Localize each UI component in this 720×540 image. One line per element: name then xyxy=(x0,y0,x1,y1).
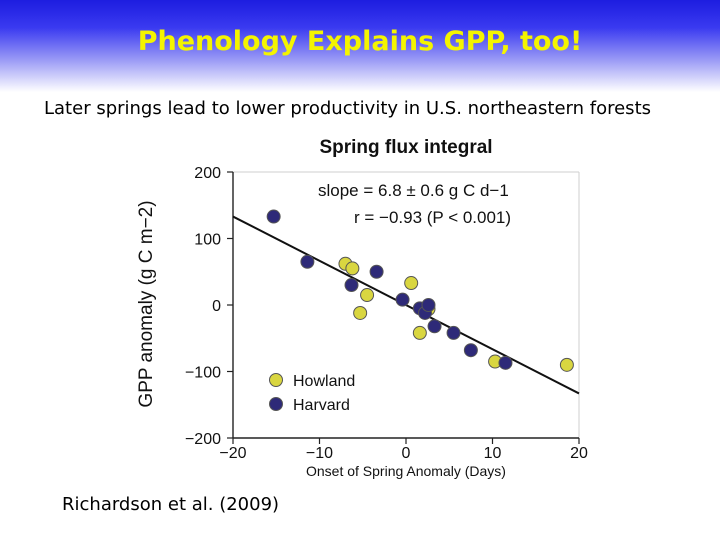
howland-point xyxy=(412,325,427,340)
howland-point xyxy=(345,261,360,276)
harvard-point xyxy=(498,355,513,370)
x-axis-label: Onset of Spring Anomaly (Days) xyxy=(306,463,506,479)
harvard-point xyxy=(463,343,478,358)
harvard-point xyxy=(395,292,410,307)
x-tick-label: 0 xyxy=(402,445,411,462)
slide-title: Phenology Explains GPP, too! xyxy=(137,26,583,57)
harvard-point xyxy=(421,298,436,312)
citation: Richardson et al. (2009) xyxy=(62,494,280,515)
harvard-point xyxy=(300,254,315,269)
harvard-point xyxy=(266,209,281,224)
howland-point xyxy=(559,357,574,372)
y-axis-label: GPP anomaly (g C m−2) xyxy=(136,200,157,407)
harvard-point xyxy=(446,325,461,340)
harvard-point xyxy=(344,278,359,293)
x-tick-label: −10 xyxy=(306,445,333,462)
x-tick-label: 10 xyxy=(484,445,502,462)
legend-marker-howland xyxy=(269,373,283,387)
howland-point xyxy=(353,305,368,320)
chart-title: Spring flux integral xyxy=(319,137,492,158)
legend-label-harvard: Harvard xyxy=(293,397,350,414)
legend-marker-harvard xyxy=(269,397,283,411)
y-tick-label: −200 xyxy=(185,431,221,448)
y-tick-label: 100 xyxy=(194,232,221,249)
slide-subtitle: Later springs lead to lower productivity… xyxy=(44,98,651,119)
title-band xyxy=(0,0,720,92)
legend-label-howland: Howland xyxy=(293,373,355,390)
howland-point xyxy=(404,276,419,291)
x-tick-label: 20 xyxy=(570,445,588,462)
harvard-point xyxy=(427,319,442,334)
y-tick-label: 0 xyxy=(212,298,221,315)
howland-point xyxy=(360,288,375,303)
y-tick-label: 200 xyxy=(194,165,221,182)
correlation-annotation: r = −0.93 (P < 0.001) xyxy=(354,208,511,227)
x-tick-label: −20 xyxy=(219,445,246,462)
harvard-point xyxy=(369,264,384,279)
y-tick-label: −100 xyxy=(185,365,221,382)
slope-annotation: slope = 6.8 ± 0.6 g C d−1 xyxy=(318,181,509,200)
